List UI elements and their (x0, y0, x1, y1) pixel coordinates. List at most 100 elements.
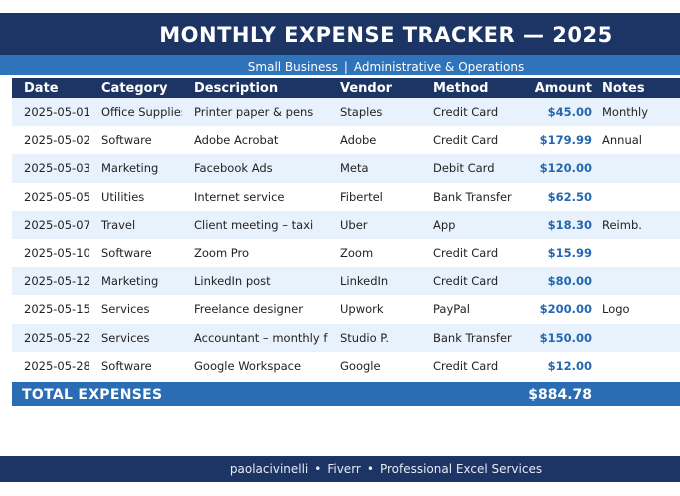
cell-vendor[interactable]: Fibertel (328, 182, 421, 211)
cell-description[interactable]: LinkedIn post (182, 267, 328, 296)
footer-platform: Fiverr (327, 462, 361, 476)
table-header-row: Date Category Description Vendor Method … (12, 78, 680, 98)
cell-date[interactable]: 2025-05-15 (12, 295, 89, 324)
page-title: MONTHLY EXPENSE TRACKER — 2025 (159, 23, 613, 47)
cell-description[interactable]: Accountant – monthly fee (182, 323, 328, 352)
cell-amount[interactable]: $179.99 (512, 126, 600, 155)
cell-notes[interactable] (600, 154, 680, 183)
table-row[interactable]: 2025-05-07 Travel Client meeting – taxi … (12, 210, 680, 239)
cell-notes[interactable] (600, 267, 680, 296)
cell-vendor[interactable]: Upwork (328, 295, 421, 324)
cell-amount[interactable]: $45.00 (512, 98, 600, 127)
cell-description[interactable]: Facebook Ads (182, 154, 328, 183)
cell-category[interactable]: Software (89, 238, 182, 268)
cell-notes[interactable] (600, 182, 680, 211)
title-bar: MONTHLY EXPENSE TRACKER — 2025 (0, 13, 680, 55)
cell-category[interactable]: Marketing (89, 267, 182, 296)
cell-category[interactable]: Software (89, 351, 182, 380)
table-row[interactable]: 2025-05-12 Marketing LinkedIn post Linke… (12, 267, 680, 296)
cell-description[interactable]: Client meeting – taxi (182, 210, 328, 239)
cell-amount[interactable]: $80.00 (512, 267, 600, 296)
cell-method[interactable]: Credit Card (421, 267, 512, 296)
cell-method[interactable]: Credit Card (421, 98, 512, 127)
cell-notes[interactable]: Reimb. (600, 210, 680, 239)
column-header-category[interactable]: Category (89, 78, 182, 98)
table-row[interactable]: 2025-05-02 Software Adobe Acrobat Adobe … (12, 126, 680, 155)
cell-method[interactable]: Credit Card (421, 126, 512, 155)
cell-date[interactable]: 2025-05-28 (12, 351, 89, 380)
cell-amount[interactable]: $200.00 (512, 295, 600, 324)
column-header-notes[interactable]: Notes (600, 78, 680, 98)
cell-description[interactable]: Freelance designer (182, 295, 328, 324)
subtitle-department: Administrative & Operations (353, 60, 525, 74)
cell-method[interactable]: App (421, 210, 512, 239)
column-header-method[interactable]: Method (421, 78, 512, 98)
cell-vendor[interactable]: Google (328, 351, 421, 380)
cell-method[interactable]: Credit Card (421, 351, 512, 380)
cell-date[interactable]: 2025-05-22 (12, 323, 89, 352)
cell-date[interactable]: 2025-05-07 (12, 210, 89, 239)
cell-category[interactable]: Services (89, 295, 182, 324)
cell-amount[interactable]: $15.99 (512, 238, 600, 268)
cell-vendor[interactable]: Meta (328, 154, 421, 183)
footer-separator: • (366, 462, 374, 476)
cell-vendor[interactable]: Adobe (328, 126, 421, 155)
cell-date[interactable]: 2025-05-01 (12, 98, 89, 127)
table-row[interactable]: 2025-05-10 Software Zoom Pro Zoom Credit… (12, 238, 680, 268)
table-row[interactable]: 2025-05-22 Services Accountant – monthly… (12, 323, 680, 352)
column-header-amount[interactable]: Amount (512, 78, 600, 98)
cell-date[interactable]: 2025-05-12 (12, 267, 89, 296)
cell-description[interactable]: Printer paper & pens (182, 98, 328, 127)
cell-amount[interactable]: $18.30 (512, 210, 600, 239)
column-header-description[interactable]: Description (182, 78, 328, 98)
cell-vendor[interactable]: Uber (328, 210, 421, 239)
cell-method[interactable]: Bank Transfer (421, 182, 512, 211)
cell-notes[interactable] (600, 323, 680, 352)
cell-notes[interactable]: Logo (600, 295, 680, 324)
cell-method[interactable]: Debit Card (421, 154, 512, 183)
cell-vendor[interactable]: Studio P. (328, 323, 421, 352)
cell-category[interactable]: Marketing (89, 154, 182, 183)
cell-method[interactable]: PayPal (421, 295, 512, 324)
cell-category[interactable]: Utilities (89, 182, 182, 211)
total-expenses-label: TOTAL EXPENSES (22, 387, 163, 403)
cell-date[interactable]: 2025-05-03 (12, 154, 89, 183)
cell-notes[interactable]: Monthly (600, 98, 680, 127)
cell-description[interactable]: Internet service (182, 182, 328, 211)
cell-category[interactable]: Travel (89, 210, 182, 239)
cell-category[interactable]: Software (89, 126, 182, 155)
table-row[interactable]: 2025-05-28 Software Google Workspace Goo… (12, 351, 680, 380)
cell-date[interactable]: 2025-05-05 (12, 182, 89, 211)
cell-method[interactable]: Credit Card (421, 238, 512, 268)
cell-date[interactable]: 2025-05-02 (12, 126, 89, 155)
cell-description[interactable]: Zoom Pro (182, 238, 328, 268)
cell-amount[interactable]: $62.50 (512, 182, 600, 211)
cell-vendor[interactable]: LinkedIn (328, 267, 421, 296)
cell-description[interactable]: Google Workspace (182, 351, 328, 380)
cell-method[interactable]: Bank Transfer (421, 323, 512, 352)
table-row[interactable]: 2025-05-05 Utilities Internet service Fi… (12, 182, 680, 211)
subtitle: Small Business | Administrative & Operatio… (0, 55, 680, 75)
cell-notes[interactable]: Annual (600, 126, 680, 155)
table-row[interactable]: 2025-05-03 Marketing Facebook Ads Meta D… (12, 154, 680, 183)
cell-date[interactable]: 2025-05-10 (12, 238, 89, 268)
cell-notes[interactable] (600, 351, 680, 380)
cell-amount[interactable]: $120.00 (512, 154, 600, 183)
subtitle-business: Small Business (247, 60, 338, 74)
cell-vendor[interactable]: Staples (328, 98, 421, 127)
cell-vendor[interactable]: Zoom (328, 238, 421, 268)
column-header-vendor[interactable]: Vendor (328, 78, 421, 98)
footer-author: paolacivinelli (229, 462, 309, 476)
table-row[interactable]: 2025-05-15 Services Freelance designer U… (12, 295, 680, 324)
column-header-date[interactable]: Date (12, 78, 89, 98)
expense-table: Date Category Description Vendor Method … (12, 78, 680, 380)
table-row[interactable]: 2025-05-01 Office Supplies Printer paper… (12, 98, 680, 127)
cell-category[interactable]: Office Supplies (89, 98, 182, 127)
cell-description[interactable]: Adobe Acrobat (182, 126, 328, 155)
cell-amount[interactable]: $150.00 (512, 323, 600, 352)
cell-category[interactable]: Services (89, 323, 182, 352)
cell-amount[interactable]: $12.00 (512, 351, 600, 380)
total-expenses-value[interactable]: $884.78 (528, 387, 592, 403)
expense-table-wrapper: Date Category Description Vendor Method … (12, 78, 680, 380)
cell-notes[interactable] (600, 238, 680, 268)
